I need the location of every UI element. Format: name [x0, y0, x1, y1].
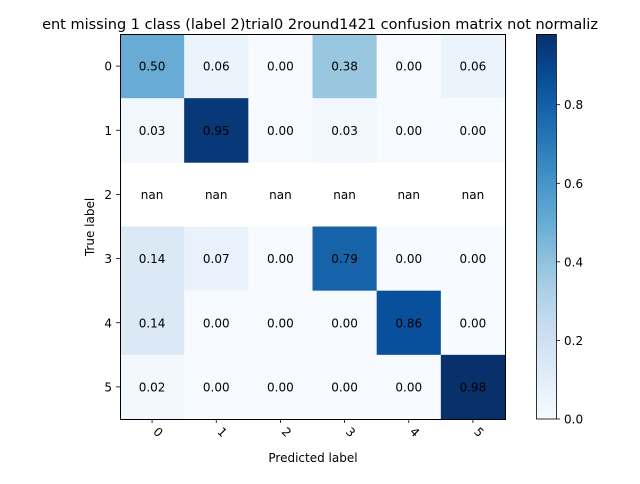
- cell-value-label: 0.00: [203, 316, 230, 330]
- cell-value-label: 0.00: [267, 124, 294, 138]
- colorbar-frame: [536, 34, 557, 420]
- colorbar-gradient: [536, 34, 556, 419]
- heatmap-cell: [248, 226, 313, 292]
- x-tick-label: 3: [343, 425, 358, 440]
- cell-value-label: 0.00: [331, 380, 358, 394]
- y-axis-ticks: 0 1 2 3 4 5: [104, 60, 120, 394]
- cell-value-label: 0.95: [203, 124, 230, 138]
- cell-value-label: 0.00: [331, 316, 358, 330]
- y-tick-label: 2: [104, 188, 112, 202]
- colorbar-tick-label: 0.8: [564, 98, 583, 112]
- heatmap-cell: [184, 34, 249, 99]
- x-tick-label: 0: [150, 425, 165, 440]
- heatmap-cell: [440, 226, 506, 292]
- cell-value-label: nan: [462, 188, 485, 202]
- cell-value-label: 0.00: [395, 380, 422, 394]
- cell-value-label: 0.02: [139, 380, 166, 394]
- cell-value-label: 0.03: [331, 124, 358, 138]
- heatmap-cell: [376, 354, 442, 420]
- cell-value-label: 0.06: [203, 60, 230, 74]
- cell-value-label: 0.98: [460, 380, 487, 394]
- cell-value-label: 0.86: [395, 316, 422, 330]
- cell-value-label: 0.00: [267, 60, 294, 74]
- colorbar-tick-label: 0.4: [564, 255, 583, 269]
- cell-value-label: 0.03: [139, 124, 166, 138]
- heatmap-cell: [376, 98, 442, 163]
- heatmap-cell: [184, 226, 249, 292]
- heatmap-cell: [440, 98, 506, 163]
- heatmap-cell: [120, 34, 185, 99]
- heatmap-cell: [376, 226, 442, 292]
- colorbar: 0.0 0.2 0.4 0.6 0.8: [536, 34, 583, 427]
- heatmap-cell-labels: 0.50 0.06 0.00 0.38 0.00 0.06 0.03 0.95 0.00 0.03…: [139, 60, 487, 395]
- heatmap-cells: [120, 34, 506, 420]
- y-tick-label: 0: [104, 60, 112, 74]
- heatmap-cell: [312, 354, 378, 420]
- heatmap-cell: [312, 34, 378, 99]
- colorbar-tick-label: 0.2: [564, 334, 583, 348]
- cell-value-label: 0.00: [460, 124, 487, 138]
- heatmap-cell: [248, 98, 313, 163]
- cell-value-label: nan: [141, 188, 164, 202]
- y-tick-label: 5: [104, 380, 112, 394]
- cell-value-label: 0.00: [203, 380, 230, 394]
- cell-value-label: 0.07: [203, 252, 230, 266]
- heatmap-cell: [376, 34, 442, 99]
- x-tick-label: 1: [215, 425, 230, 440]
- cell-value-label: 0.06: [460, 60, 487, 74]
- heatmap-cell: [248, 354, 313, 420]
- x-axis-label: Predicted label: [268, 451, 357, 465]
- heatmap-cell: [120, 290, 185, 356]
- x-axis-ticks: 0 1 2 3 4 5: [150, 419, 487, 440]
- heatmap-cell: [376, 290, 442, 356]
- cell-value-label: 0.00: [267, 252, 294, 266]
- cell-value-label: 0.00: [395, 60, 422, 74]
- cell-value-label: nan: [269, 188, 292, 202]
- y-axis-label: True label: [83, 198, 97, 257]
- heatmap-cell: [248, 290, 313, 356]
- cell-value-label: nan: [205, 188, 228, 202]
- cell-value-label: 0.00: [395, 252, 422, 266]
- cell-value-label: 0.38: [331, 60, 358, 74]
- cell-value-label: 0.00: [395, 124, 422, 138]
- cell-value-label: nan: [397, 188, 420, 202]
- cell-value-label: nan: [333, 188, 356, 202]
- cell-value-label: 0.50: [139, 60, 166, 74]
- y-tick-label: 3: [104, 252, 112, 266]
- cell-value-label: 0.00: [460, 252, 487, 266]
- heatmap-cell: [312, 290, 378, 356]
- x-tick-label: 5: [471, 425, 486, 440]
- chart-title: ent missing 1 class (label 2)trial0 2rou…: [42, 17, 598, 33]
- heatmap-cell: [120, 226, 185, 292]
- heatmap-cell: [248, 34, 313, 99]
- y-tick-label: 1: [104, 124, 112, 138]
- cell-value-label: 0.79: [331, 252, 358, 266]
- heatmap-cell: [312, 98, 378, 163]
- cell-value-label: 0.00: [267, 380, 294, 394]
- colorbar-tick-label: 0.6: [564, 177, 583, 191]
- cell-value-label: 0.00: [460, 316, 487, 330]
- heatmap-cell: [120, 98, 185, 163]
- colorbar-tick-label: 0.0: [564, 413, 583, 427]
- heatmap-cell: [312, 226, 378, 292]
- heatmap-cell: [120, 354, 185, 420]
- heatmap-cell: [440, 290, 506, 356]
- heatmap-cell: [184, 98, 249, 163]
- heatmap-cell: [440, 34, 506, 99]
- x-tick-label: 2: [279, 425, 294, 440]
- y-tick-label: 4: [104, 316, 112, 330]
- cell-value-label: 0.14: [139, 252, 166, 266]
- heatmap-cell: [440, 354, 506, 420]
- heatmap-cell: [184, 290, 249, 356]
- plot-frame: [120, 34, 506, 420]
- cell-value-label: 0.14: [139, 316, 166, 330]
- cell-value-label: 0.00: [267, 316, 294, 330]
- heatmap-cell: [184, 354, 249, 420]
- x-tick-label: 4: [407, 425, 422, 440]
